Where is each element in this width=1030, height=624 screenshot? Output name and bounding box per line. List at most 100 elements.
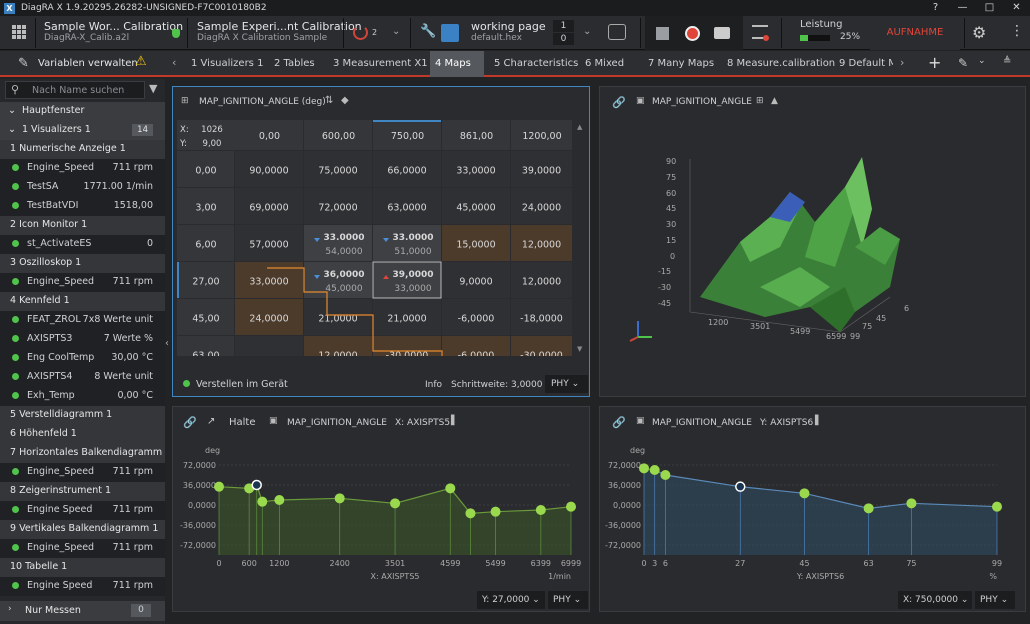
bar-chart-icon[interactable]: ▌ (815, 416, 822, 426)
data-point[interactable] (649, 465, 660, 475)
warning-icon[interactable]: ⚠ (135, 54, 147, 69)
wrench-icon[interactable]: 🔧 (420, 24, 437, 39)
sidebar-row-sub[interactable]: 4 Kennfeld 1 (0, 292, 165, 311)
data-point[interactable] (465, 508, 476, 519)
sidebar-row-item[interactable]: Engine Speed 711 rpm (0, 577, 165, 596)
camera-icon[interactable] (714, 27, 730, 39)
sidebar-row-item[interactable]: Engine_Speed 711 rpm (0, 273, 165, 292)
unit-dropdown[interactable]: PHY ⌄ (548, 591, 588, 609)
add-tab-icon[interactable]: + (928, 53, 942, 72)
tab-default[interactable]: 9 Default M (839, 58, 893, 69)
link-icon[interactable]: 🔗 (612, 416, 626, 429)
data-point[interactable] (660, 470, 671, 480)
close-button[interactable]: ✕ (1012, 2, 1021, 13)
page-color-icon[interactable] (441, 24, 459, 42)
data-point[interactable] (390, 498, 401, 509)
sidebar-row-item[interactable]: TestSA 1771.00 1/min (0, 178, 165, 197)
data-point[interactable] (535, 505, 546, 515)
data-point[interactable] (445, 483, 456, 494)
data-point[interactable] (274, 495, 285, 505)
tab-scroll-left-icon[interactable]: ‹ (172, 56, 177, 69)
map-table-grid[interactable]: X: 1026 Y: 9,00 0,00 600,00 750,00 861,00 1200,0… (177, 120, 575, 356)
sidebar-row-item[interactable]: Engine_Speed 711 rpm (0, 159, 165, 178)
tab-visualizers-1[interactable]: 1 Visualizers 1 (191, 58, 264, 69)
sidebar-row-item[interactable]: AXISPTS4 8 Werte unit (0, 368, 165, 387)
sidebar-collapse-icon[interactable]: ‹ (165, 338, 169, 349)
search-input[interactable]: ⚲ Nach Name suchen (5, 81, 145, 99)
chevron-down-icon[interactable]: ⌄ (978, 56, 986, 66)
surface-icon[interactable]: ▲ (771, 96, 778, 106)
sidebar-row-item[interactable]: TestBatVDI 1518,00 (0, 197, 165, 216)
sidebar-row-sub[interactable]: 3 Oszilloskop 1 (0, 254, 165, 273)
list-config-icon[interactable] (752, 25, 768, 39)
more-menu-icon[interactable]: ⋮ (1010, 23, 1024, 39)
sidebar-row-item[interactable]: AXISPTS3 7 Werte % (0, 330, 165, 349)
maximize-button[interactable]: □ (984, 2, 995, 13)
sidebar-row-item[interactable]: st_ActivateES 0 (0, 235, 165, 254)
unit-dropdown[interactable]: PHY ⌄ (975, 591, 1015, 609)
variables-manage-label[interactable]: Variablen verwalten (38, 58, 138, 69)
data-point[interactable] (257, 496, 268, 507)
info-label[interactable]: Info (425, 380, 443, 390)
sidebar-row-sub[interactable]: 9 Vertikales Balkendiagramm 1 (0, 520, 165, 539)
chevron-down-icon[interactable]: ⌄ (392, 26, 401, 37)
sidebar-row-sub[interactable]: 8 Zeigerinstrument 1 (0, 482, 165, 501)
sidebar-row-item[interactable]: Eng CoolTemp 30,00 °C (0, 349, 165, 368)
sidebar-row-item[interactable]: Engine Speed 711 rpm (0, 501, 165, 520)
cursor-point[interactable] (251, 479, 262, 491)
sidebar-row-sub[interactable]: 2 Icon Monitor 1 (0, 216, 165, 235)
copy-page-icon[interactable] (608, 24, 626, 40)
y-value-dropdown[interactable]: Y: 27,0000 ⌄ (477, 591, 545, 609)
project-selector[interactable]: Sample Wor... Calibration DiagRA-X_Calib… (44, 20, 184, 43)
hold-button[interactable]: Halte (229, 417, 256, 428)
sidebar-row-item[interactable]: Exh_Temp 0,00 °C (0, 387, 165, 406)
sidebar-row-item[interactable]: Engine_Speed 711 rpm (0, 463, 165, 482)
data-point[interactable] (490, 506, 501, 517)
gear-icon[interactable]: ⚙ (972, 23, 987, 42)
surface-plot-3d[interactable]: 90 75 60 45 30 15 0 -15 -30 -45 1200 350… (600, 147, 1025, 387)
unit-dropdown[interactable]: PHY ⌄ (545, 375, 588, 393)
x-axis-line-chart[interactable]: deg 72,0000 36,0000 0,0000 -36,0000 -72,00000… (173, 443, 589, 583)
data-point[interactable] (906, 498, 917, 509)
data-point[interactable] (214, 481, 224, 492)
minimize-button[interactable]: — (957, 2, 968, 13)
data-point[interactable] (863, 503, 874, 514)
connection-icon[interactable] (353, 25, 368, 40)
page-selector[interactable]: working page default.hex (471, 20, 546, 43)
diamond-icon[interactable]: ◆ (341, 95, 349, 106)
aufnahme-button[interactable]: AUFNAHME (870, 16, 960, 50)
filter-icon[interactable]: ▼ (149, 82, 158, 95)
stop-icon[interactable] (656, 27, 669, 40)
sidebar-row-hdr[interactable]: ⌄ 1 Visualizers 1 14 (0, 121, 165, 140)
cursor-point[interactable] (735, 481, 746, 492)
sidebar-row-sub[interactable]: 7 Horizontales Balkendiagramm 1 (0, 444, 165, 463)
tab-characteristics[interactable]: 5 Characteristics (494, 58, 579, 69)
sidebar-row-sub[interactable]: 6 Höhenfeld 1 (0, 425, 165, 444)
tab-tables[interactable]: 2 Tables (274, 58, 315, 69)
step-width[interactable]: Schrittweite: 3,0000 (451, 380, 543, 390)
experiment-selector[interactable]: Sample Experi...nt Calibration DiagRA X … (197, 20, 362, 43)
swap-axis-icon[interactable]: ⇅ (325, 95, 334, 106)
pencil-icon[interactable]: ✎ (18, 56, 29, 71)
grid-menu-icon[interactable] (12, 25, 26, 39)
record-icon[interactable] (685, 26, 700, 41)
data-point[interactable] (799, 488, 810, 499)
tab-measure-calibration[interactable]: 8 Measure.calibration (727, 58, 836, 69)
link-icon[interactable]: 🔗 (612, 96, 626, 109)
sidebar-footer[interactable]: › Nur Messen 0 (0, 601, 165, 621)
edit-tab-icon[interactable]: ✎ (958, 56, 969, 70)
bar-chart-icon[interactable]: ▌ (451, 416, 458, 426)
line-chart-icon[interactable]: ↗ (207, 416, 216, 427)
data-point[interactable] (639, 463, 649, 474)
sidebar-row-sub[interactable]: 10 Tabelle 1 (0, 558, 165, 577)
tab-maps[interactable]: 4 Maps (430, 51, 484, 77)
collapse-icon[interactable]: ≜ (1003, 56, 1012, 67)
y-axis-line-chart[interactable]: deg 72,0000 36,0000 0,0000 -36,0000 -72,00000… (600, 443, 1025, 583)
sidebar-row-sub[interactable]: 5 Verstelldiagramm 1 (0, 406, 165, 425)
x-value-dropdown[interactable]: X: 750,0000 ⌄ (898, 591, 972, 609)
link-icon[interactable]: 🔗 (183, 416, 197, 429)
sidebar-row-hdr[interactable]: ⌄ Hauptfenster (0, 102, 165, 121)
sidebar-row-sub[interactable]: 1 Numerische Anzeige 1 (0, 140, 165, 159)
sidebar-row-item[interactable]: FEAT_ZROL 7x8 Werte unit (0, 311, 165, 330)
data-point[interactable] (566, 501, 576, 512)
